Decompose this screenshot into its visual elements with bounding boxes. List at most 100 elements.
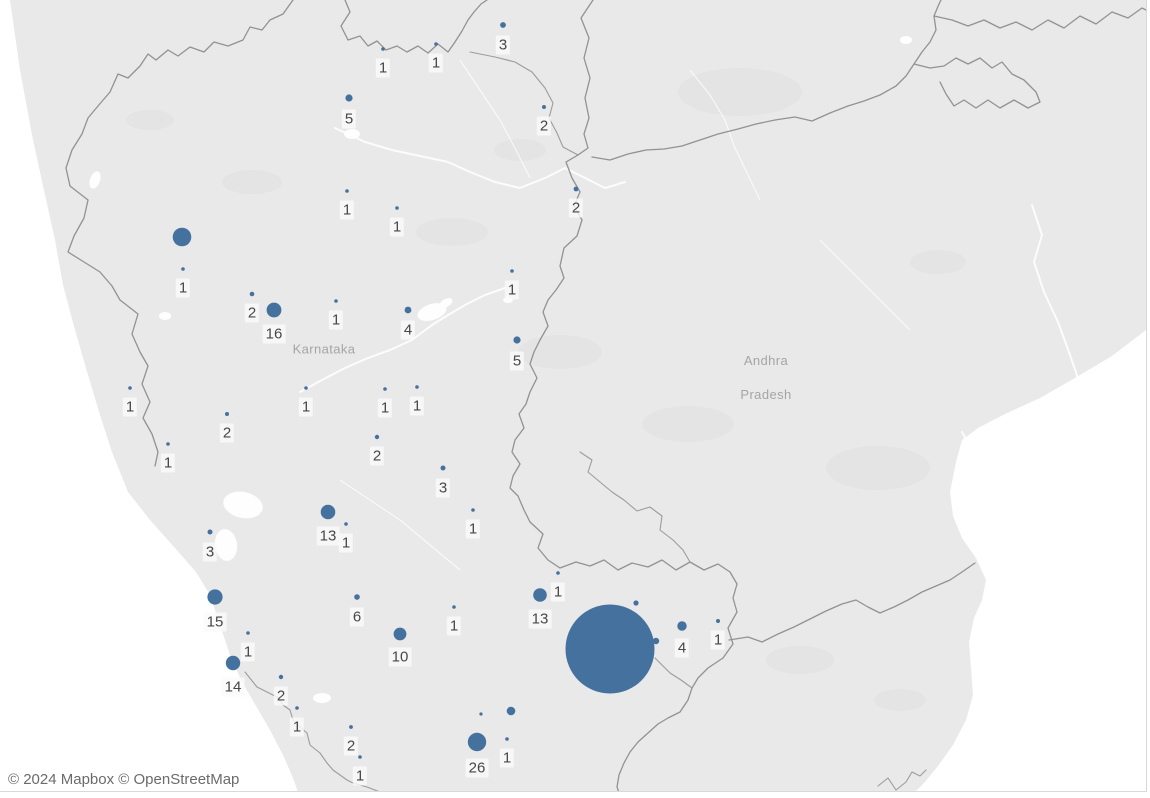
bubble-label: 1 xyxy=(122,397,138,417)
bubble-label: 1 xyxy=(446,616,462,636)
map-bubble[interactable] xyxy=(573,186,579,192)
map-bubble[interactable] xyxy=(278,674,284,680)
map-bubble[interactable] xyxy=(533,588,547,602)
map-bubble[interactable] xyxy=(172,227,192,247)
bubble-label: 1 xyxy=(710,630,726,650)
map-attribution[interactable]: © 2024 Mapbox © OpenStreetMap xyxy=(0,768,250,791)
bubble-label: 3 xyxy=(202,542,218,561)
map-bubble[interactable] xyxy=(393,627,407,641)
bubble-label: 1 xyxy=(352,766,368,786)
map-bubble[interactable] xyxy=(381,47,385,51)
bubble-label: 1 xyxy=(504,280,520,300)
map-bubble[interactable] xyxy=(404,306,412,314)
bubble-label: 13 xyxy=(528,609,552,629)
bubble-label: 1 xyxy=(328,310,344,330)
map-bubble[interactable] xyxy=(542,105,546,109)
bubble-label: 2 xyxy=(568,198,584,218)
map-bubble[interactable] xyxy=(166,442,170,446)
map-bubble[interactable] xyxy=(434,42,438,46)
bubble-label: 13 xyxy=(316,526,340,546)
map-bubble[interactable] xyxy=(345,189,349,193)
map-bubble[interactable] xyxy=(266,302,282,318)
bubble-label: 2 xyxy=(343,736,359,756)
map-bubble[interactable] xyxy=(225,412,229,416)
bubble-label: 5 xyxy=(509,351,525,371)
bubble-label: 4 xyxy=(400,320,416,340)
map-bubble[interactable] xyxy=(207,529,213,535)
bubble-label: 1 xyxy=(375,58,391,78)
map-bubble[interactable] xyxy=(249,291,255,297)
map-bubble[interactable] xyxy=(510,269,514,273)
map-bubble[interactable] xyxy=(513,336,521,344)
bubble-label: 1 xyxy=(338,533,354,553)
map-bubble[interactable] xyxy=(334,299,338,303)
bubble-label: 1 xyxy=(289,717,305,737)
map-bubble[interactable] xyxy=(467,732,487,752)
map-bubble[interactable] xyxy=(500,22,506,28)
map-bubble[interactable] xyxy=(395,206,399,210)
bubble-label: 2 xyxy=(219,423,235,443)
map-bubble[interactable] xyxy=(354,594,360,600)
map-bubble[interactable] xyxy=(716,619,720,623)
map-bubble[interactable] xyxy=(479,712,483,716)
map-bubble[interactable] xyxy=(652,637,660,645)
bubble-label: 10 xyxy=(388,647,412,667)
region-label-andhra-line2: Pradesh xyxy=(740,387,792,402)
map-bubble[interactable] xyxy=(207,589,223,605)
map-bubble[interactable] xyxy=(505,737,509,741)
map-bubble[interactable] xyxy=(320,504,336,520)
map-bubble[interactable] xyxy=(633,600,639,606)
map-bubble[interactable] xyxy=(677,621,687,631)
bubble-label: 1 xyxy=(240,642,256,662)
map-bubble[interactable] xyxy=(295,706,299,710)
map-bubble[interactable] xyxy=(349,725,353,729)
map-bubble[interactable] xyxy=(415,385,419,389)
bubble-label: 16 xyxy=(262,324,286,344)
bubble-label: 1 xyxy=(377,398,393,418)
region-label-karnataka: Karnataka xyxy=(292,341,356,357)
rivers xyxy=(119,59,1091,641)
map-bubble[interactable] xyxy=(556,571,560,575)
bubble-label: 2 xyxy=(273,686,289,706)
bubble-label: 1 xyxy=(428,53,444,73)
bubble-label: 15 xyxy=(203,612,227,632)
bubble-label: 14 xyxy=(221,677,245,697)
map-bubble[interactable] xyxy=(506,706,516,716)
map-bubble[interactable] xyxy=(128,386,132,390)
map-bubble[interactable] xyxy=(383,387,387,391)
bubble-label: 1 xyxy=(339,200,355,220)
bubble-label: 1 xyxy=(298,397,314,417)
bubble-label: 26 xyxy=(465,758,489,778)
sea-west xyxy=(0,0,298,791)
bubble-label: 5 xyxy=(341,109,357,129)
bubble-label: 1 xyxy=(465,519,481,539)
map-bubble[interactable] xyxy=(440,465,446,471)
bubble-label: 3 xyxy=(495,35,511,55)
sea-east xyxy=(916,330,1146,791)
map-bubble[interactable] xyxy=(344,522,348,526)
bubble-label: 1 xyxy=(550,582,566,602)
map-bubble[interactable] xyxy=(225,655,241,671)
map-bubble[interactable] xyxy=(345,94,353,102)
bubble-label: 1 xyxy=(175,278,191,298)
bubble-label: 3 xyxy=(435,478,451,497)
map-bubble[interactable] xyxy=(471,508,475,512)
bubble-label: 1 xyxy=(160,453,176,473)
map-bubble[interactable] xyxy=(374,434,380,440)
map-bubble[interactable] xyxy=(246,631,250,635)
region-label-andhra-pradesh: Andhra Pradesh xyxy=(740,335,791,403)
map-bubble[interactable] xyxy=(565,604,655,694)
map-bubble[interactable] xyxy=(304,386,308,390)
urban-patches xyxy=(89,36,912,703)
map-bubble[interactable] xyxy=(358,755,362,759)
region-label-andhra-line1: Andhra xyxy=(743,353,789,368)
map-bubble[interactable] xyxy=(181,267,185,271)
map-bubble[interactable] xyxy=(452,605,456,609)
bubble-label: 2 xyxy=(369,446,385,466)
bubble-label: 1 xyxy=(389,217,405,237)
bubble-label: 1 xyxy=(409,396,425,416)
